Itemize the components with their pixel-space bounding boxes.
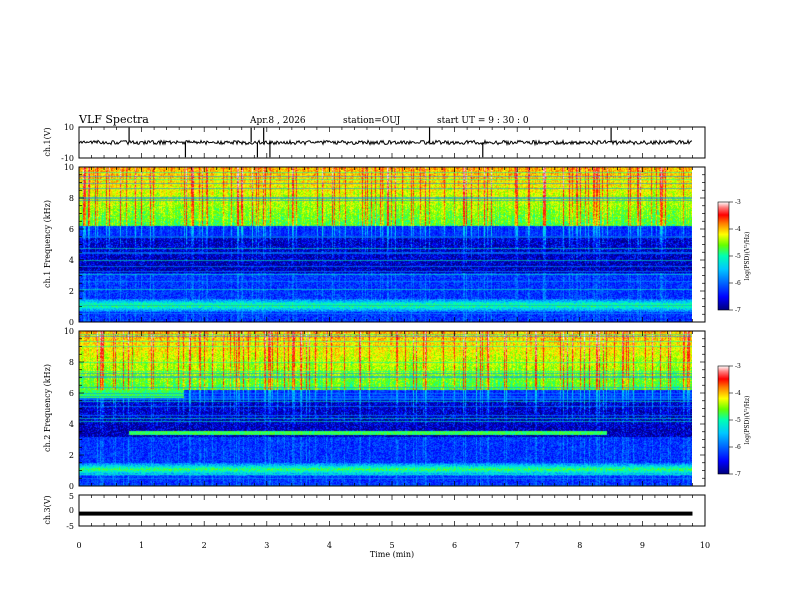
x-tick-label: 8 bbox=[577, 541, 582, 550]
ch1-spectrogram-yticks: 0 2 4 6 8 10 bbox=[64, 163, 705, 327]
y-tick-label: 2 bbox=[69, 287, 74, 296]
colorbar-tick-label: -6 bbox=[735, 280, 741, 287]
x-tick-label: 9 bbox=[640, 541, 645, 550]
colorbar-tick-label: -6 bbox=[735, 444, 741, 451]
y-tick-label: 8 bbox=[69, 358, 74, 367]
x-tick-label: 1 bbox=[139, 541, 144, 550]
colorbar-tick-label: -5 bbox=[735, 253, 741, 260]
ch3-ytick-top: 5 bbox=[69, 492, 74, 501]
colorbar-tick-label: -3 bbox=[735, 363, 741, 370]
y-tick-label: 6 bbox=[69, 225, 74, 234]
y-tick-label: 8 bbox=[69, 194, 74, 203]
y-tick-label: 0 bbox=[69, 482, 74, 491]
y-tick-label: 2 bbox=[69, 451, 74, 460]
ch3-ytick-bottom: -5 bbox=[66, 522, 74, 531]
x-tick-label: 0 bbox=[76, 541, 81, 550]
x-tick-label: 10 bbox=[700, 541, 710, 550]
x-tick-label: 2 bbox=[202, 541, 207, 550]
ch1-colorbar-label: log(PSD)(V²/Hz) bbox=[744, 232, 751, 281]
ch2-spectrogram-image bbox=[79, 331, 692, 486]
ch2-colorbar-label: log(PSD)(V²/Hz) bbox=[744, 396, 751, 445]
x-axis-ticks bbox=[78, 127, 706, 526]
x-axis-tick-labels: 0 1 2 3 4 5 6 7 8 9 10 bbox=[76, 541, 710, 550]
x-axis-label: Time (min) bbox=[370, 550, 414, 559]
y-tick-label: 4 bbox=[69, 256, 74, 265]
x-tick-label: 4 bbox=[327, 541, 332, 550]
x-tick-label: 6 bbox=[452, 541, 457, 550]
ch1-spectrogram-ylabel: ch.1 Frequency (kHz) bbox=[43, 200, 52, 288]
ch1-waveform-trace bbox=[78, 138, 693, 147]
ch3-waveform-ylabel: ch.3(V) bbox=[43, 495, 52, 524]
ch1-colorbar: -3 -4 -5 -6 -7 log(PSD)(V²/Hz) bbox=[717, 199, 751, 314]
ch2-spectrogram-yticks: 0 2 4 6 8 10 bbox=[64, 327, 705, 491]
ch2-spectrogram-panel: 0 2 4 6 8 10 ch.2 Frequency (kHz) bbox=[43, 327, 706, 491]
start-time-label: start UT = 9 : 30 : 0 bbox=[437, 116, 529, 126]
ch1-ytick-top: 10 bbox=[64, 123, 74, 132]
x-tick-label: 3 bbox=[264, 541, 269, 550]
colorbar-tick-label: -3 bbox=[735, 199, 741, 206]
ch2-colorbar: -3 -4 -5 -6 -7 log(PSD)(V²/Hz) bbox=[717, 363, 751, 478]
colorbar-tick-label: -5 bbox=[735, 417, 741, 424]
ch3-waveform-trace bbox=[79, 511, 693, 516]
y-tick-label: 10 bbox=[64, 163, 74, 172]
x-tick-label: 5 bbox=[389, 541, 394, 550]
colorbar-tick-label: -4 bbox=[735, 226, 741, 233]
ch1-spectrogram-panel: 0 2 4 6 8 10 ch.1 Frequency (kHz) bbox=[43, 163, 706, 327]
ch3-ytick-mid: 0 bbox=[69, 506, 74, 515]
spectrogram-raster bbox=[79, 167, 692, 322]
date-label: Apr.8 , 2026 bbox=[249, 116, 306, 126]
colorbar-tick-label: -7 bbox=[735, 471, 741, 478]
ch3-waveform-panel: 5 0 -5 ch.3(V) bbox=[43, 492, 706, 531]
y-tick-label: 10 bbox=[64, 327, 74, 336]
ch2-spectrogram-ylabel: ch.2 Frequency (kHz) bbox=[43, 364, 52, 452]
ch1-ytick-bottom: -10 bbox=[61, 154, 74, 163]
y-tick-label: 0 bbox=[69, 318, 74, 327]
ch1-colorbar-gradient bbox=[717, 201, 730, 311]
spectrogram-raster bbox=[79, 331, 692, 486]
ch1-spectrogram-image bbox=[79, 167, 692, 322]
y-tick-label: 4 bbox=[69, 420, 74, 429]
ch1-waveform-spikes bbox=[128, 127, 612, 158]
figure-title: VLF Spectra bbox=[78, 113, 149, 126]
ch1-waveform-ylabel: ch.1(V) bbox=[43, 127, 52, 156]
colorbar-tick-label: -4 bbox=[735, 390, 741, 397]
ch1-waveform-panel: 10 -10 ch.1(V) bbox=[43, 123, 706, 163]
colorbar-tick-label: -7 bbox=[735, 307, 741, 314]
y-tick-label: 6 bbox=[69, 389, 74, 398]
ch2-colorbar-gradient bbox=[717, 365, 730, 475]
station-label: station=OUJ bbox=[343, 116, 401, 126]
x-tick-label: 7 bbox=[515, 541, 520, 550]
